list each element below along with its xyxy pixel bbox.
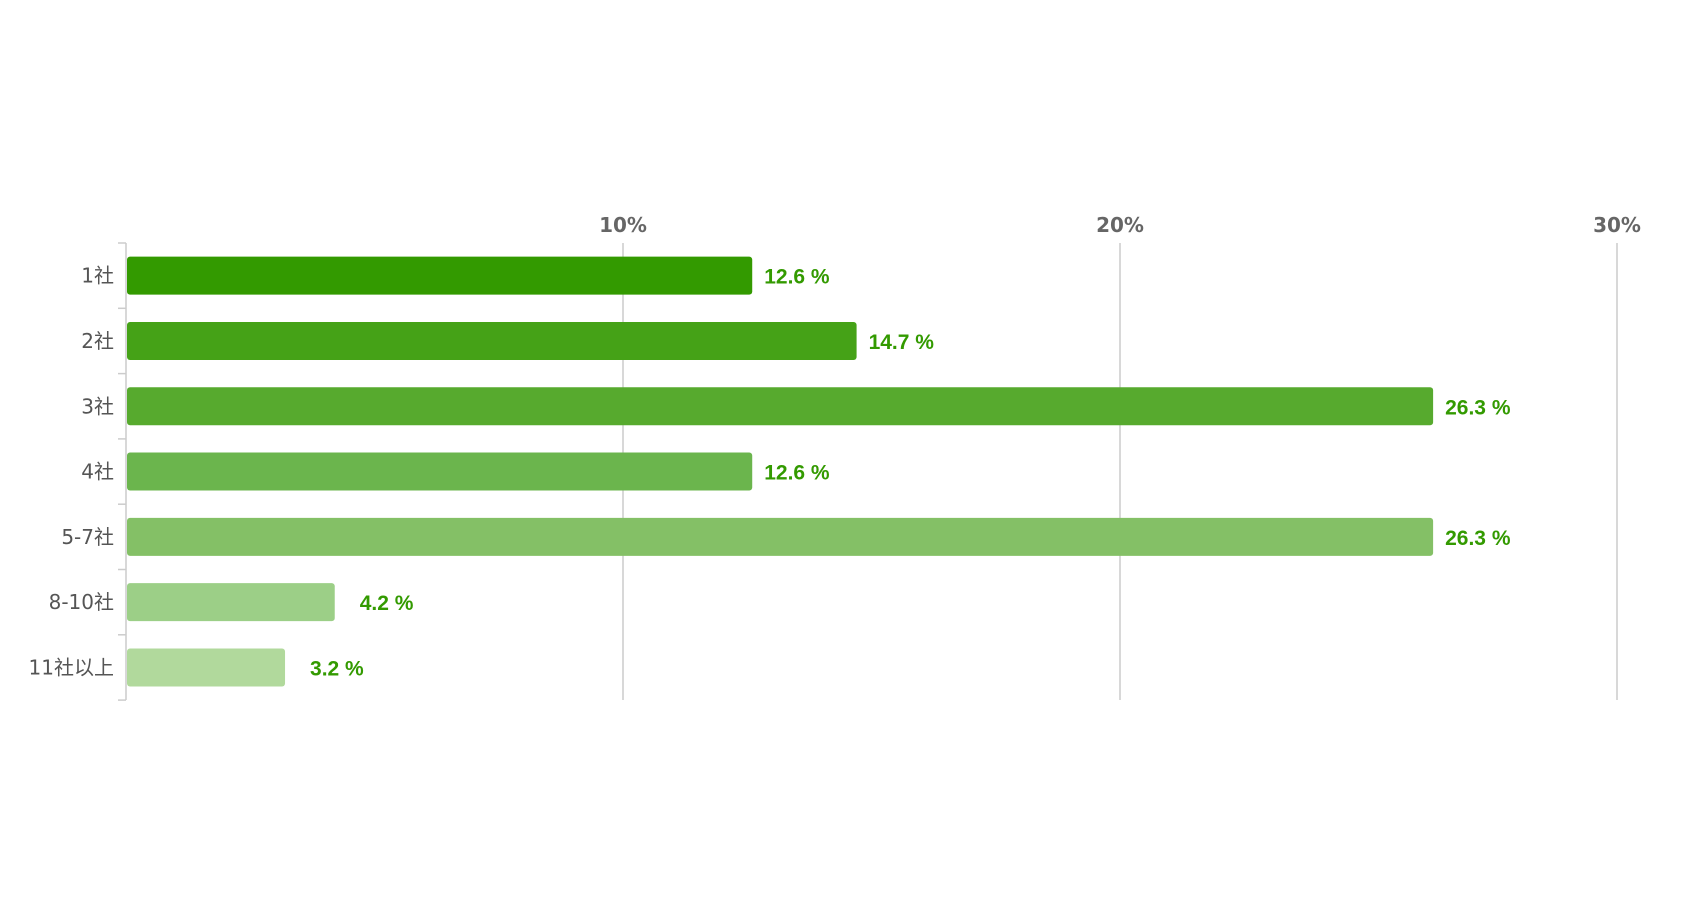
category-label: 5-7社 [61,525,114,549]
value-label: 12.6 % [764,462,830,485]
value-label: 26.3 % [1445,396,1511,419]
bar-5 [127,517,1434,556]
value-label: 14.7 % [869,331,935,354]
category-label: 2社 [81,329,114,353]
category-label: 4社 [81,460,114,484]
value-label: 4.2 % [360,592,414,615]
bar-6 [127,583,335,622]
category-label: 11社以上 [29,655,114,679]
x-tick-label: 20% [1096,213,1144,237]
value-label: 3.2 % [310,657,364,680]
bars [127,256,1434,687]
category-axis: 1社 2社 3社 4社 5-7社 8-10社 11社以上 [29,242,127,701]
bar-4 [127,452,753,491]
x-tick-label: 10% [599,213,647,237]
value-label: 12.6 % [764,266,830,289]
category-label: 1社 [81,264,114,288]
bar-1 [127,256,753,295]
category-label: 3社 [81,394,114,418]
category-label: 8-10社 [49,590,114,614]
x-tick-label: 30% [1593,213,1641,237]
data-labels: 12.6 % 14.7 % 26.3 % 12.6 % 26.3 % 4.2 % 3.2 % [310,266,1511,681]
gridlines: 10% 20% 30% [599,213,1641,700]
bar-2 [127,321,857,360]
bar-3 [127,387,1434,426]
bar-7 [127,648,286,687]
value-label: 26.3 % [1445,527,1511,550]
